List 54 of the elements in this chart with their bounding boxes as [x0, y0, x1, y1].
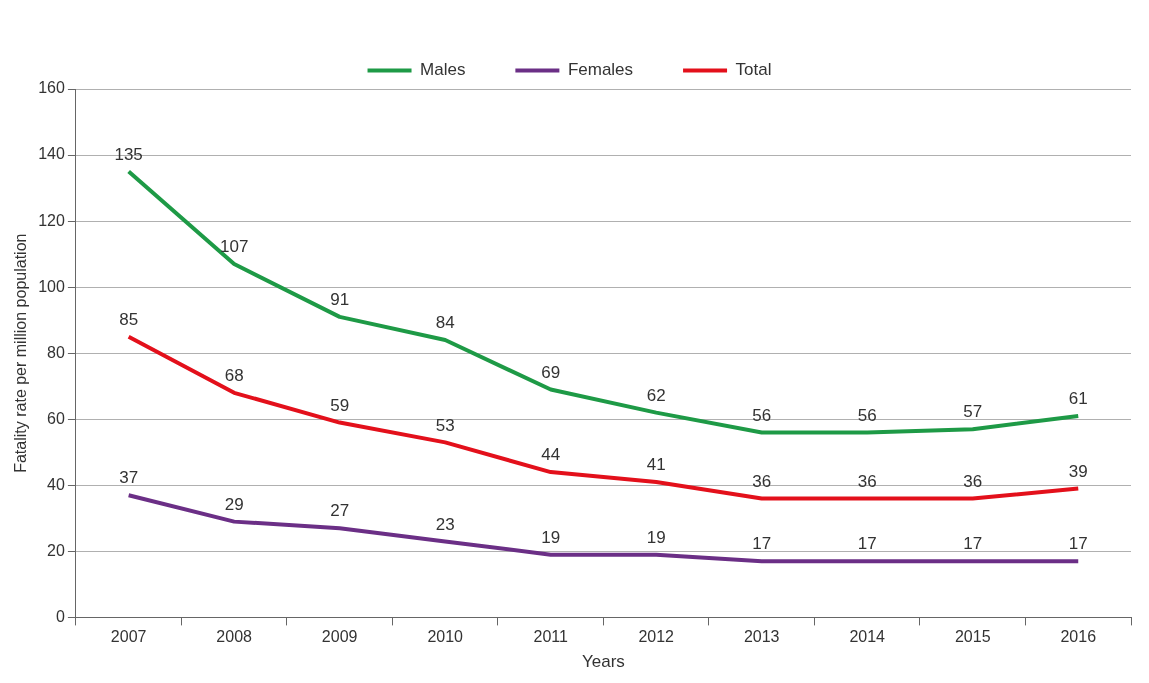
- data-label: 57: [963, 402, 983, 422]
- y-axis-title: Fatality rate per million population: [12, 233, 30, 473]
- data-label: 91: [330, 290, 350, 310]
- data-label: 36: [857, 471, 877, 491]
- x-axis-title: Years: [582, 652, 625, 672]
- data-label: 17: [1068, 534, 1088, 554]
- data-label: 17: [857, 534, 877, 554]
- y-tick-label: 140: [38, 145, 65, 163]
- y-tick-label: 100: [38, 277, 65, 295]
- x-tick-label: 2007: [110, 628, 147, 646]
- data-label: 69: [541, 362, 561, 382]
- data-label: 39: [1068, 461, 1088, 481]
- y-tick-label: 120: [38, 211, 65, 229]
- data-label: 84: [435, 313, 455, 333]
- data-label: 85: [119, 309, 139, 329]
- data-label: 56: [857, 405, 877, 425]
- data-label: 36: [963, 471, 983, 491]
- y-tick-label: 40: [47, 475, 65, 493]
- data-label: 135: [114, 144, 143, 164]
- data-label: 27: [330, 501, 350, 521]
- x-tick-label: 2011: [533, 628, 568, 646]
- legend-label: Males: [420, 60, 466, 80]
- data-label: 56: [752, 405, 772, 425]
- y-tick-label: 0: [55, 607, 65, 625]
- x-tick-label: 2008: [216, 628, 253, 646]
- data-label: 107: [219, 237, 249, 257]
- data-label: 37: [119, 468, 139, 488]
- data-label: 29: [224, 494, 244, 514]
- legend-label: Females: [567, 60, 634, 80]
- x-tick-label: 2016: [1060, 628, 1097, 646]
- data-label: 41: [646, 455, 666, 475]
- data-label: 17: [963, 534, 983, 554]
- data-label: 59: [330, 395, 350, 415]
- data-label: 36: [752, 471, 772, 491]
- x-tick-label: 2012: [638, 628, 675, 646]
- x-tick-label: 2015: [954, 628, 991, 646]
- x-tick-label: 2013: [743, 628, 780, 646]
- data-label: 19: [541, 527, 561, 547]
- data-label: 68: [224, 366, 244, 386]
- x-tick-label: 2014: [849, 628, 886, 646]
- data-label: 61: [1068, 389, 1088, 409]
- legend-label: Total: [735, 60, 772, 80]
- y-tick-label: 20: [47, 541, 65, 559]
- data-label: 44: [541, 445, 561, 465]
- x-tick-label: 2010: [427, 628, 464, 646]
- data-label: 19: [646, 527, 666, 547]
- x-tick-label: 2009: [321, 628, 358, 646]
- data-label: 17: [752, 534, 772, 554]
- y-tick-label: 80: [47, 343, 65, 361]
- y-tick-label: 60: [47, 409, 65, 427]
- data-label: 62: [646, 385, 666, 405]
- y-tick-label: 160: [38, 79, 65, 97]
- data-label: 53: [435, 415, 455, 435]
- data-label: 23: [435, 514, 455, 534]
